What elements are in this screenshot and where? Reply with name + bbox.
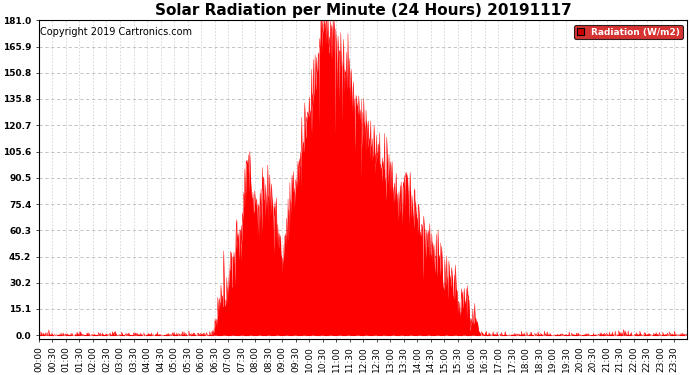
Legend: Radiation (W/m2): Radiation (W/m2) <box>574 25 682 39</box>
Title: Solar Radiation per Minute (24 Hours) 20191117: Solar Radiation per Minute (24 Hours) 20… <box>155 3 571 18</box>
Text: Copyright 2019 Cartronics.com: Copyright 2019 Cartronics.com <box>40 27 193 37</box>
